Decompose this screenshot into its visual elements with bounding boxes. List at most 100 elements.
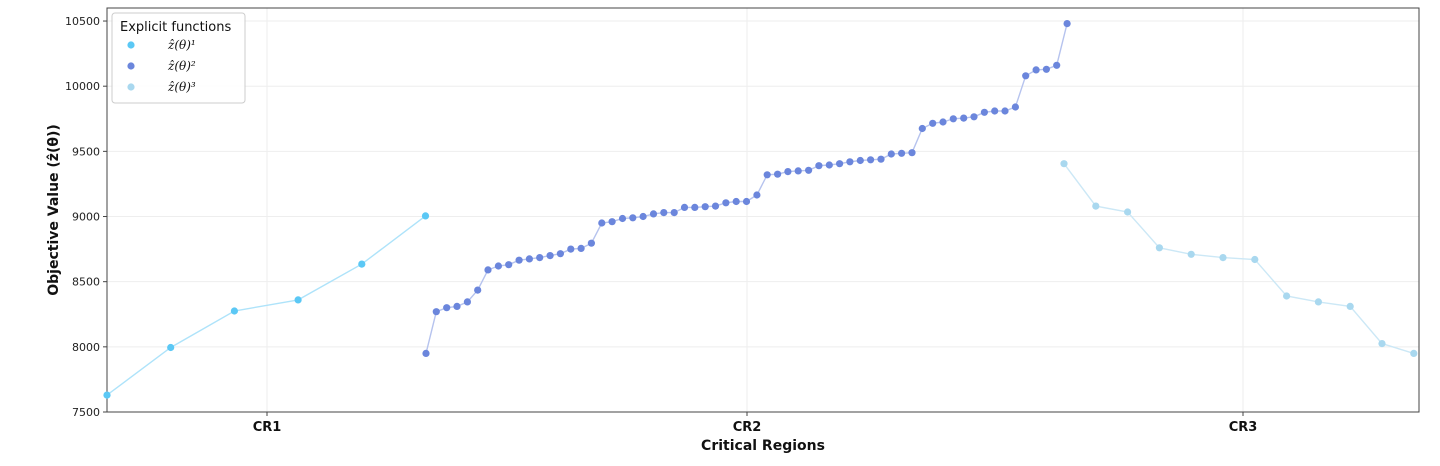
- y-tick-label: 9000: [72, 211, 100, 224]
- data-point: [494, 262, 502, 270]
- data-point: [1410, 349, 1418, 357]
- data-point: [742, 197, 751, 206]
- series-line: [1063, 163, 1415, 355]
- plot-frame: [106, 7, 1420, 413]
- data-point: [1063, 20, 1071, 28]
- y-tick-label: 9500: [72, 145, 100, 158]
- legend-box: [111, 12, 246, 104]
- data-point: [587, 239, 596, 247]
- data-point: [649, 210, 658, 218]
- data-point: [929, 119, 937, 127]
- x-tick-label: CR2: [733, 420, 762, 435]
- data-point: [939, 118, 947, 126]
- x-tick-label: CR3: [1229, 420, 1258, 435]
- data-point: [294, 296, 302, 304]
- data-point: [1219, 254, 1227, 262]
- data-point: [536, 254, 544, 262]
- legend: Explicit functions ẑ(θ)¹ ẑ(θ)² ẑ(θ)³: [111, 12, 246, 104]
- data-points: [103, 20, 1418, 399]
- data-point: [577, 244, 585, 252]
- data-point: [1124, 208, 1132, 216]
- data-point: [701, 203, 709, 211]
- data-point: [960, 114, 968, 122]
- legend-marker: [127, 62, 135, 70]
- data-point: [1346, 302, 1354, 310]
- data-point: [474, 286, 482, 294]
- x-tick-label: CR1: [253, 420, 282, 435]
- data-point: [1092, 202, 1100, 210]
- legend-label: ẑ(θ)²: [167, 59, 196, 73]
- data-point: [484, 266, 492, 274]
- legend-label: ẑ(θ)³: [167, 80, 196, 94]
- data-point: [753, 191, 761, 199]
- y-tick-label: 10500: [65, 15, 100, 28]
- y-tick-label: 10000: [65, 80, 100, 93]
- data-point: [230, 307, 238, 315]
- data-point: [722, 199, 730, 207]
- data-point: [856, 156, 864, 165]
- series-line: [106, 215, 426, 396]
- data-point: [1251, 255, 1259, 264]
- legend-title: Explicit functions: [120, 20, 231, 35]
- data-point: [836, 160, 844, 168]
- data-point: [629, 214, 637, 222]
- data-point: [784, 168, 792, 176]
- data-point: [618, 214, 627, 223]
- data-point: [1187, 250, 1195, 258]
- data-point: [1011, 103, 1020, 111]
- data-point: [970, 113, 978, 121]
- data-point: [763, 171, 771, 179]
- y-tick-label: 7500: [72, 406, 100, 419]
- data-point: [991, 107, 999, 115]
- data-point: [815, 162, 823, 170]
- legend-entries: ẑ(θ)¹ ẑ(θ)² ẑ(θ)³: [127, 38, 196, 94]
- data-point: [949, 115, 957, 123]
- data-point: [567, 245, 575, 253]
- data-point: [887, 150, 895, 158]
- data-point: [1022, 72, 1030, 80]
- y-axis-title: Objective Value (ẑ(θ)): [46, 124, 62, 296]
- data-point: [846, 158, 854, 166]
- data-point: [918, 124, 926, 133]
- data-point: [691, 203, 699, 211]
- data-point: [794, 167, 802, 175]
- data-point: [980, 108, 989, 116]
- series-lines: [106, 23, 1415, 396]
- data-point: [525, 255, 534, 263]
- data-point: [422, 349, 430, 357]
- x-axis-title: Critical Regions: [701, 438, 825, 454]
- data-point: [660, 209, 668, 217]
- data-point: [774, 170, 782, 178]
- data-point: [598, 219, 606, 227]
- data-point: [1060, 160, 1068, 168]
- data-point: [825, 161, 833, 169]
- data-point: [680, 203, 689, 211]
- grid: [107, 8, 1419, 413]
- data-point: [1053, 61, 1061, 69]
- data-point: [639, 212, 647, 221]
- data-point: [1001, 107, 1009, 115]
- data-point: [1032, 66, 1040, 74]
- data-point: [167, 343, 175, 352]
- data-point: [867, 156, 875, 164]
- data-point: [670, 209, 678, 217]
- data-point: [1283, 292, 1291, 300]
- data-point: [1155, 244, 1163, 252]
- y-tick-label: 8000: [72, 341, 100, 354]
- legend-label: ẑ(θ)¹: [167, 38, 196, 52]
- y-axis: 7500 8000 8500 9000 9500 10000 10500: [65, 15, 107, 419]
- data-point: [556, 250, 565, 258]
- data-point: [877, 155, 885, 163]
- data-point: [505, 261, 513, 269]
- data-point: [608, 218, 616, 226]
- data-point: [463, 298, 471, 306]
- data-point: [358, 260, 366, 268]
- data-point: [1314, 298, 1322, 306]
- data-point: [546, 252, 554, 260]
- data-point: [432, 308, 440, 316]
- legend-marker: [127, 83, 135, 91]
- x-axis: CR1 CR2 CR3: [253, 412, 1258, 435]
- data-point: [443, 304, 451, 312]
- data-point: [515, 256, 523, 264]
